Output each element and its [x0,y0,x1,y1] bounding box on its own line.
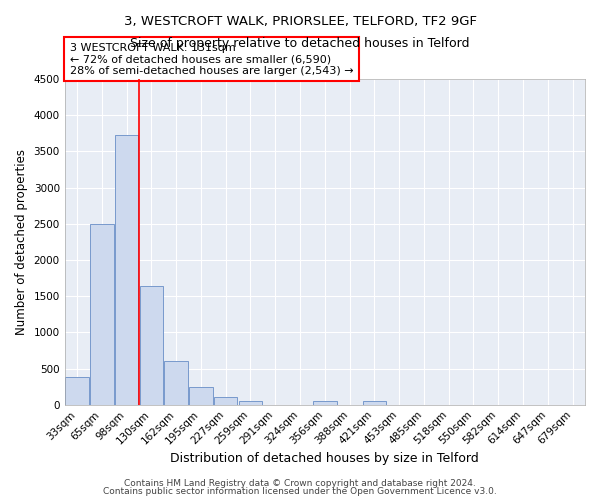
Text: 3 WESTCROFT WALK: 131sqm
← 72% of detached houses are smaller (6,590)
28% of sem: 3 WESTCROFT WALK: 131sqm ← 72% of detach… [70,42,353,76]
Text: Contains public sector information licensed under the Open Government Licence v3: Contains public sector information licen… [103,487,497,496]
Bar [90,224,113,404]
X-axis label: Distribution of detached houses by size in Telford: Distribution of detached houses by size … [170,452,479,465]
Y-axis label: Number of detached properties: Number of detached properties [15,149,28,335]
Bar [140,286,163,405]
Text: 3, WESTCROFT WALK, PRIORSLEE, TELFORD, TF2 9GF: 3, WESTCROFT WALK, PRIORSLEE, TELFORD, T… [124,15,476,28]
Bar [115,136,139,404]
Bar [214,397,238,404]
Bar [313,400,337,404]
Text: Size of property relative to detached houses in Telford: Size of property relative to detached ho… [130,38,470,51]
Text: Contains HM Land Registry data © Crown copyright and database right 2024.: Contains HM Land Registry data © Crown c… [124,478,476,488]
Bar [164,362,188,405]
Bar [65,377,89,404]
Bar [362,400,386,404]
Bar [189,388,213,404]
Bar [239,400,262,404]
